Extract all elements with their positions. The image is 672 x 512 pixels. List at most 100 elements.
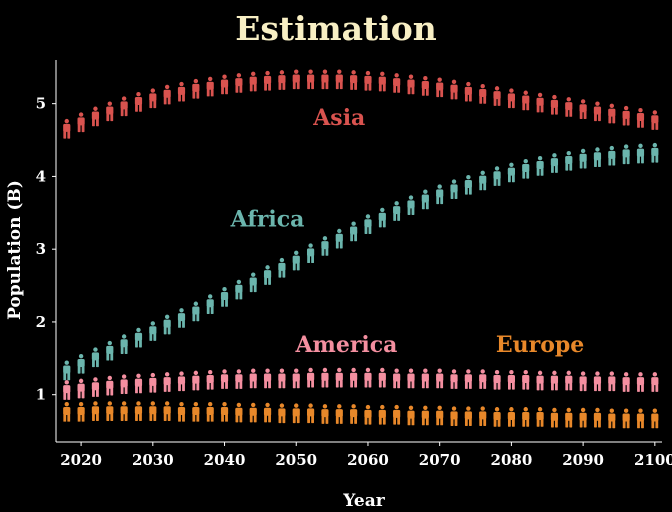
person-icon bbox=[579, 99, 587, 119]
x-tick-label: 2020 bbox=[60, 451, 102, 469]
person-icon bbox=[292, 403, 300, 424]
person-icon bbox=[493, 369, 501, 390]
person-icon bbox=[636, 143, 645, 164]
person-icon bbox=[407, 195, 415, 216]
person-icon bbox=[593, 407, 602, 428]
person-icon bbox=[450, 369, 458, 389]
person-icon bbox=[335, 367, 343, 388]
person-icon bbox=[407, 74, 415, 95]
person-icon bbox=[350, 404, 358, 424]
person-icon bbox=[77, 112, 85, 133]
person-icon bbox=[364, 214, 372, 234]
person-icon bbox=[450, 406, 458, 427]
person-icon bbox=[364, 70, 372, 91]
person-icon bbox=[550, 370, 559, 391]
person-icon bbox=[306, 69, 315, 90]
person-icon bbox=[479, 369, 487, 389]
person-icon bbox=[321, 367, 329, 388]
person-icon bbox=[91, 347, 100, 368]
person-icon bbox=[464, 369, 472, 389]
person-icon bbox=[263, 70, 272, 91]
person-icon bbox=[350, 221, 358, 242]
person-icon bbox=[306, 403, 315, 424]
person-icon bbox=[177, 81, 186, 102]
person-icon bbox=[249, 272, 257, 293]
person-icon bbox=[91, 106, 100, 127]
person-icon bbox=[263, 265, 272, 285]
person-icon bbox=[206, 401, 214, 422]
person-icon bbox=[421, 405, 429, 426]
person-icon bbox=[220, 369, 229, 389]
x-tick-label: 2090 bbox=[562, 451, 604, 469]
person-icon bbox=[364, 404, 372, 425]
person-icon bbox=[651, 142, 659, 163]
person-icon bbox=[407, 368, 415, 389]
x-tick-label: 2030 bbox=[132, 451, 174, 469]
person-icon bbox=[163, 314, 171, 335]
person-icon bbox=[622, 144, 630, 165]
person-icon bbox=[235, 402, 243, 423]
person-icon bbox=[593, 101, 602, 122]
person-icon bbox=[292, 69, 300, 90]
x-tick-label: 2060 bbox=[347, 451, 389, 469]
person-icon bbox=[292, 368, 300, 389]
person-icon bbox=[263, 402, 272, 423]
person-icon bbox=[378, 367, 386, 388]
person-icon bbox=[493, 166, 501, 186]
person-icon bbox=[636, 372, 645, 392]
person-icon bbox=[421, 368, 429, 389]
person-icon bbox=[436, 368, 444, 389]
series-label-africa: Africa bbox=[230, 207, 305, 233]
person-icon bbox=[436, 77, 444, 98]
person-icon bbox=[149, 401, 157, 421]
y-tick-label: 1 bbox=[36, 386, 46, 404]
person-icon bbox=[192, 78, 200, 99]
person-icon bbox=[177, 401, 186, 422]
person-icon bbox=[63, 401, 71, 422]
person-icon bbox=[306, 243, 315, 264]
person-icon bbox=[608, 371, 616, 392]
person-icon bbox=[120, 334, 128, 354]
person-icon bbox=[407, 405, 415, 426]
series-labels: Asia Africa America Europe bbox=[230, 105, 585, 358]
person-icon bbox=[163, 84, 171, 105]
person-icon bbox=[421, 75, 429, 96]
person-icon bbox=[335, 228, 343, 249]
person-icon bbox=[177, 308, 186, 328]
person-icon bbox=[106, 375, 114, 396]
person-icon bbox=[149, 88, 157, 109]
person-icon bbox=[134, 401, 143, 421]
person-icon bbox=[565, 150, 573, 171]
y-tick-label: 2 bbox=[36, 313, 46, 331]
person-icon bbox=[220, 287, 229, 307]
person-icon bbox=[536, 92, 544, 113]
person-icon bbox=[522, 90, 530, 111]
person-icon bbox=[550, 94, 559, 115]
person-icon bbox=[321, 404, 329, 424]
y-axis-label: Population (B) bbox=[5, 180, 25, 320]
person-icon bbox=[378, 71, 386, 92]
person-icon bbox=[192, 370, 200, 391]
y-tick-label: 3 bbox=[36, 240, 46, 258]
person-icon bbox=[292, 250, 300, 271]
person-icon bbox=[378, 404, 386, 425]
person-icon bbox=[63, 118, 71, 139]
y-tick-label: 5 bbox=[36, 95, 46, 113]
person-icon bbox=[206, 294, 214, 314]
person-icon bbox=[565, 97, 573, 117]
person-icon bbox=[278, 70, 286, 90]
person-icon bbox=[106, 401, 114, 421]
person-icon bbox=[321, 236, 329, 256]
person-icon bbox=[106, 340, 114, 361]
person-icon bbox=[306, 367, 315, 388]
person-icon bbox=[536, 156, 544, 176]
person-icon bbox=[651, 110, 659, 130]
x-tick-label: 2080 bbox=[491, 451, 533, 469]
person-icon bbox=[177, 371, 186, 392]
person-icon bbox=[63, 360, 71, 381]
y-tick-label: 4 bbox=[36, 167, 46, 185]
person-icon bbox=[364, 367, 372, 388]
person-icon bbox=[106, 101, 114, 122]
person-icon bbox=[77, 353, 85, 374]
